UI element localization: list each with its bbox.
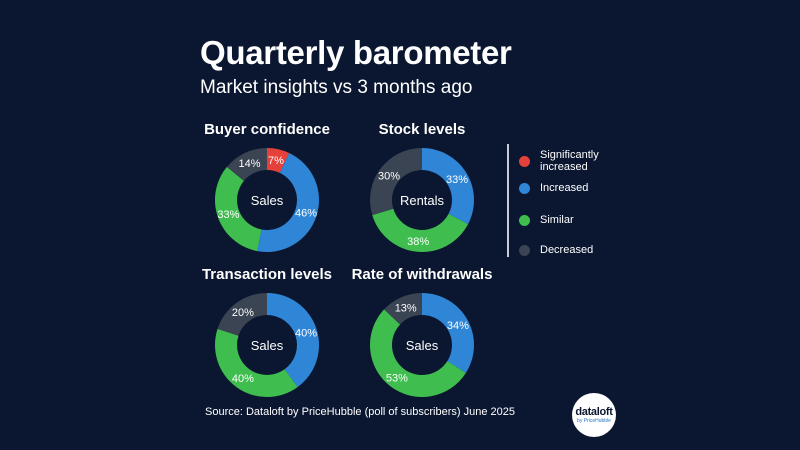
- donut-slice-increased: [257, 152, 319, 252]
- donut-svg: 34% 53% 13% Sales: [370, 293, 474, 397]
- legend-swatch: [519, 182, 530, 194]
- slice-value-label: 53%: [386, 372, 408, 384]
- source-note: Source: Dataloft by PriceHubble (poll of…: [205, 406, 515, 418]
- slice-value-label: 30%: [378, 171, 400, 183]
- donut-svg: 40% 40% 20% Sales: [215, 293, 319, 397]
- chart-title: Buyer confidence: [204, 121, 330, 138]
- legend-label: Significantly increased: [540, 149, 599, 173]
- slice-value-label: 40%: [295, 327, 317, 339]
- logo-subtext: by PriceHubble: [577, 417, 611, 424]
- legend-swatch: [519, 214, 530, 226]
- legend-item-significantly-increased: Significantly increased: [519, 149, 619, 173]
- slice-value-label: 34%: [447, 320, 469, 332]
- donut-svg: 33% 38% 30%Rentals: [370, 148, 474, 253]
- donut-slice-similar: [370, 309, 466, 397]
- legend-label: Similar: [540, 214, 574, 226]
- donut-center-label: Sales: [406, 338, 439, 353]
- slice-value-label: 7%: [268, 155, 284, 167]
- slice-value-label: 40%: [232, 373, 254, 385]
- slice-value-label: 38%: [407, 236, 429, 248]
- chart-title: Rate of withdrawals: [351, 266, 493, 283]
- donut-svg: 7% 46% 33% 14% Sales: [214, 148, 319, 252]
- page-title: Quarterly barometer: [200, 34, 512, 71]
- legend: Significantly increased Increased Simila…: [507, 144, 649, 257]
- logo-text: dataloft: [575, 405, 613, 418]
- legend-swatch: [519, 155, 530, 167]
- donut-slice-decreased: [217, 293, 267, 336]
- donut-slice-decreased: [384, 293, 422, 325]
- legend-label: Increased: [540, 182, 589, 194]
- slice-value-label: 46%: [295, 208, 317, 220]
- donut-slice-similar: [215, 328, 298, 397]
- legend-item-decreased: Decreased: [519, 244, 593, 256]
- donut-center-label: Sales: [251, 338, 284, 353]
- donut-slice-decreased: [370, 148, 422, 216]
- legend-swatch: [519, 244, 530, 256]
- slice-value-label: 33%: [446, 174, 468, 186]
- donut-center-label: Rentals: [400, 193, 445, 208]
- legend-label: Decreased: [540, 244, 594, 256]
- chart-title: Stock levels: [378, 121, 466, 138]
- slice-value-label: 14%: [239, 158, 261, 170]
- donut-slice-increased: [422, 148, 474, 225]
- donut-slice-increased: [267, 293, 319, 388]
- slice-value-label: 20%: [232, 307, 254, 319]
- donut-slice-similar: [214, 166, 262, 252]
- donut-slice-increased: [422, 293, 474, 373]
- donut-slice-decreased: [226, 148, 267, 181]
- chart-title: Transaction levels: [201, 266, 333, 283]
- slice-value-label: 33%: [217, 209, 239, 221]
- page-subtitle: Market insights vs 3 months ago: [200, 77, 473, 98]
- donut-center-label: Sales: [251, 193, 284, 208]
- slice-value-label: 13%: [395, 302, 417, 314]
- donut-slice-similar: [372, 208, 469, 253]
- donut-slice-significantly-increased: [267, 148, 290, 173]
- legend-item-increased: Increased: [519, 182, 588, 194]
- legend-item-similar: Similar: [519, 214, 574, 226]
- dataloft-logo: dataloft by PriceHubble: [572, 393, 616, 437]
